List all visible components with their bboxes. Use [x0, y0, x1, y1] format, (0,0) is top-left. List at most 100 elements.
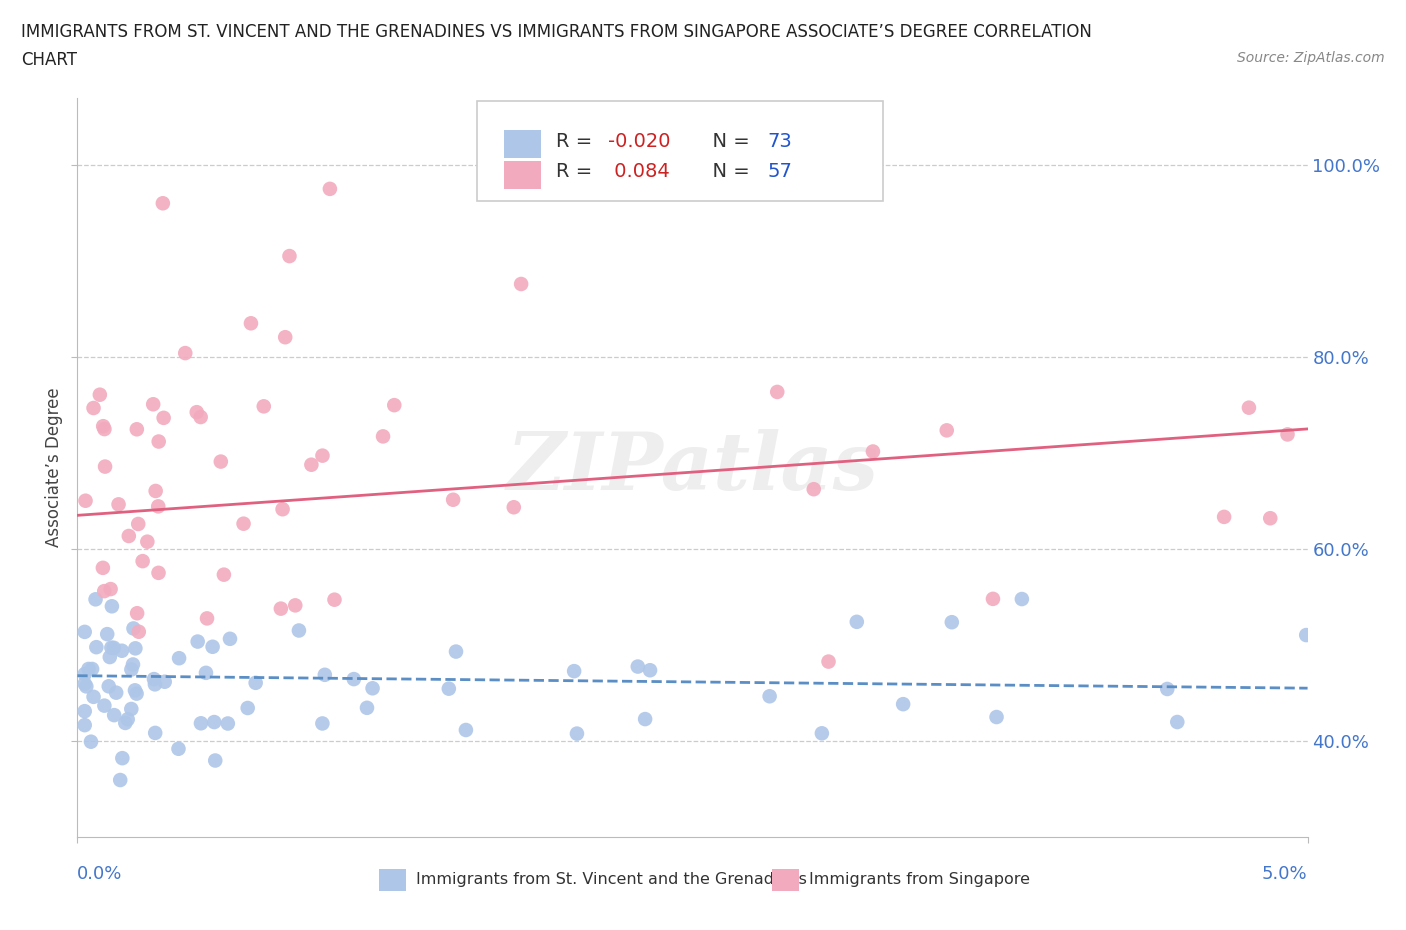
Point: [891, 697, 914, 711]
Point: [817, 654, 839, 669]
Point: [444, 644, 467, 659]
Point: [89, 387, 111, 402]
Point: [122, 658, 145, 672]
Point: [209, 454, 232, 469]
Point: [361, 681, 384, 696]
Point: [110, 773, 132, 788]
Point: [845, 615, 868, 630]
Point: [98, 650, 121, 665]
Point: [143, 725, 166, 740]
Text: Immigrants from St. Vincent and the Grenadines: Immigrants from St. Vincent and the Gren…: [416, 872, 807, 887]
Point: [437, 682, 460, 697]
Point: [441, 492, 464, 507]
Point: [83, 689, 105, 704]
Point: [1277, 427, 1299, 442]
Point: [93, 584, 115, 599]
Point: [1011, 591, 1033, 606]
Point: [124, 641, 146, 656]
Point: [96, 627, 118, 642]
Point: [148, 498, 170, 513]
Bar: [505, 130, 541, 158]
Point: [311, 448, 333, 463]
Point: [232, 516, 254, 531]
Point: [83, 401, 105, 416]
Point: [811, 725, 834, 740]
Point: [986, 710, 1008, 724]
Point: [117, 711, 139, 726]
Point: [174, 346, 197, 361]
Point: [274, 330, 297, 345]
Point: [202, 714, 225, 729]
Point: [148, 434, 170, 449]
Point: [124, 683, 146, 698]
Point: [803, 482, 825, 497]
Point: [100, 581, 122, 596]
Point: [284, 598, 307, 613]
Point: [118, 528, 141, 543]
Point: [941, 615, 963, 630]
Point: [323, 592, 346, 607]
Point: [212, 567, 235, 582]
Point: [153, 674, 176, 689]
Point: [217, 716, 239, 731]
Text: R =: R =: [555, 162, 599, 181]
Point: [271, 502, 294, 517]
Point: [100, 640, 122, 655]
Point: [105, 685, 128, 700]
Text: 73: 73: [768, 131, 792, 151]
Point: [125, 422, 148, 437]
Y-axis label: Associate’s Degree: Associate’s Degree: [45, 388, 63, 547]
Text: R =: R =: [555, 131, 599, 151]
Point: [127, 605, 149, 620]
Text: CHART: CHART: [21, 51, 77, 69]
Point: [382, 398, 405, 413]
Point: [82, 661, 104, 676]
Point: [502, 499, 524, 514]
Text: Immigrants from Singapore: Immigrants from Singapore: [810, 872, 1031, 887]
Point: [343, 671, 366, 686]
Point: [167, 741, 190, 756]
Point: [128, 624, 150, 639]
Text: Source: ZipAtlas.com: Source: ZipAtlas.com: [1237, 51, 1385, 65]
Point: [91, 418, 114, 433]
Point: [1237, 400, 1260, 415]
Point: [278, 248, 301, 263]
Point: [1156, 682, 1178, 697]
Point: [236, 700, 259, 715]
Text: 5.0%: 5.0%: [1263, 865, 1308, 884]
Point: [73, 676, 96, 691]
Point: [111, 751, 134, 765]
Point: [186, 405, 208, 419]
Point: [758, 689, 780, 704]
Point: [195, 611, 218, 626]
Point: [107, 497, 129, 512]
Text: -0.020: -0.020: [607, 131, 671, 151]
Text: 0.0%: 0.0%: [77, 865, 122, 884]
Text: N =: N =: [700, 162, 756, 181]
Point: [167, 651, 190, 666]
Point: [634, 711, 657, 726]
Point: [981, 591, 1004, 606]
Point: [565, 726, 588, 741]
Point: [627, 659, 650, 674]
Point: [201, 639, 224, 654]
Point: [75, 679, 97, 694]
Point: [111, 644, 134, 658]
Bar: [505, 161, 541, 189]
Bar: [772, 869, 800, 891]
Point: [73, 718, 96, 733]
Point: [93, 421, 115, 436]
Point: [190, 716, 212, 731]
Point: [84, 591, 107, 606]
Point: [245, 675, 267, 690]
Point: [122, 621, 145, 636]
FancyBboxPatch shape: [477, 101, 883, 201]
Point: [454, 723, 477, 737]
Text: ZIPatlas: ZIPatlas: [506, 429, 879, 506]
Point: [270, 601, 292, 616]
Point: [253, 399, 276, 414]
Point: [766, 384, 789, 399]
Point: [120, 662, 142, 677]
Point: [131, 553, 153, 568]
Point: [94, 459, 117, 474]
